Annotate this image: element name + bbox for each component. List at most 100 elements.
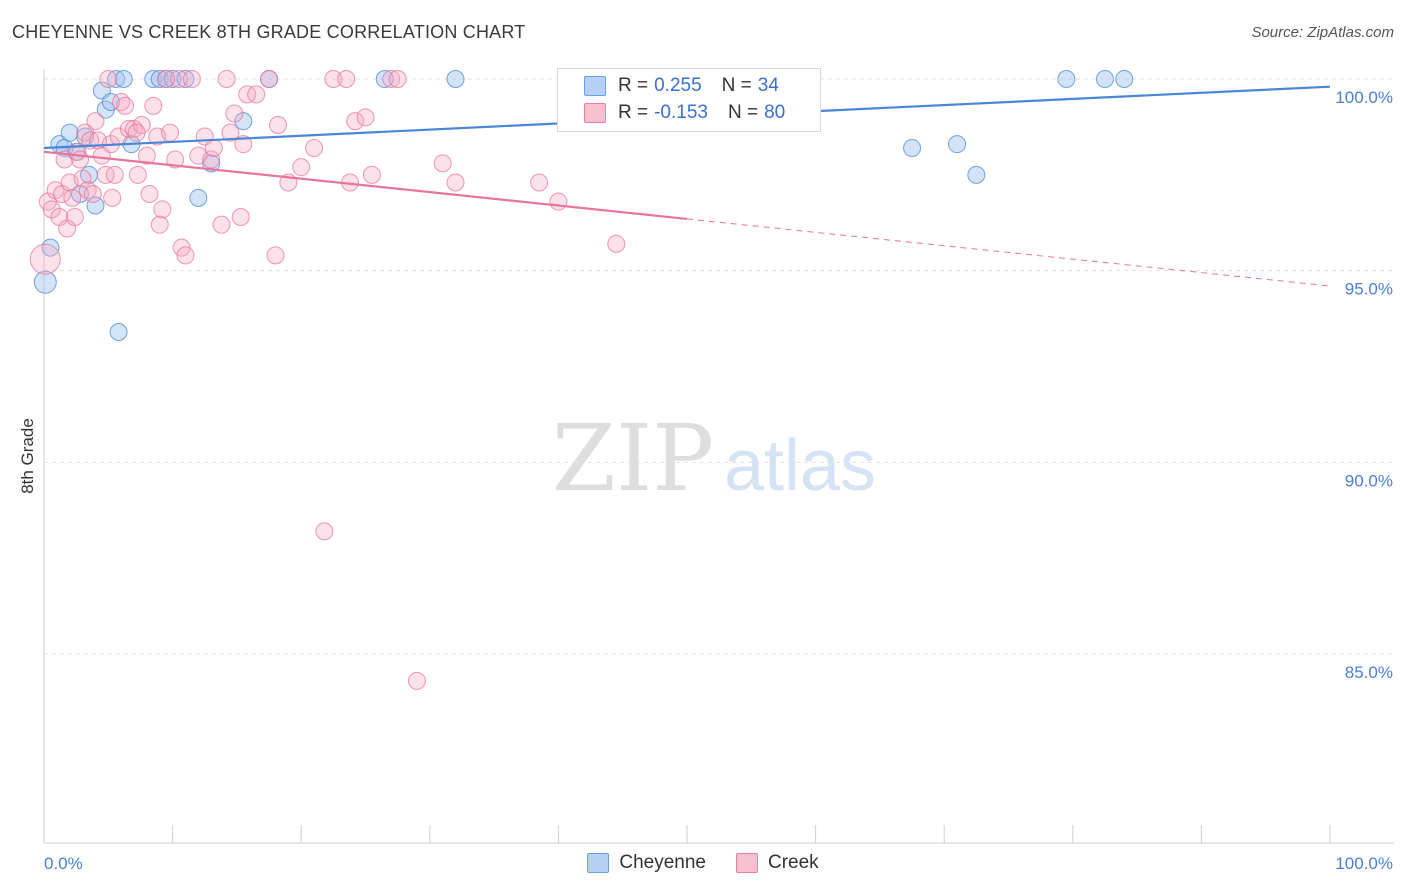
cheyenne-point (903, 138, 922, 157)
cheyenne-point (107, 70, 126, 88)
y-tick-label: 95.0% (1345, 280, 1393, 299)
creek-point (42, 200, 61, 219)
legend-item-cheyenne: Cheyenne (587, 852, 706, 874)
creek-point (128, 165, 147, 184)
creek-point (446, 173, 465, 192)
creek-point (337, 70, 356, 88)
creek-point (182, 70, 201, 88)
creek-point (105, 165, 124, 184)
creek-point (176, 246, 195, 265)
cheyenne-point (446, 70, 465, 88)
creek-point (96, 165, 115, 184)
creek-point (356, 108, 375, 127)
cheyenne-point (86, 196, 105, 215)
creek-point (99, 70, 118, 88)
cheyenne-point (1115, 70, 1134, 88)
cheyenne-point (60, 123, 79, 142)
creek-point (29, 243, 61, 275)
creek-point (157, 70, 176, 88)
creek-point (234, 135, 253, 154)
creek-point (315, 522, 334, 541)
creek-point (63, 188, 82, 207)
creek-trend-line (43, 150, 688, 221)
creek-point (607, 234, 626, 253)
n-value-creek: 80 (764, 102, 786, 123)
stats-legend: R = 0.255 N = 34 R = -0.153 N = 80 (557, 68, 821, 132)
creek-point (73, 169, 92, 188)
cheyenne-point (1095, 70, 1114, 88)
cheyenne-point (967, 165, 986, 184)
creek-point (83, 184, 102, 203)
x-tick-label: 100.0% (1335, 854, 1393, 873)
creek-point (217, 70, 236, 88)
cheyenne-point (109, 322, 128, 341)
cheyenne-point (176, 70, 195, 88)
legend-item-creek: Creek (735, 852, 819, 874)
legend-label-creek: Creek (767, 852, 819, 873)
creek-point (362, 165, 381, 184)
creek-point (231, 207, 250, 226)
creek-trend-line-projection (686, 218, 1331, 287)
creek-point (388, 70, 407, 88)
creek-point (137, 146, 156, 165)
creek-point (166, 150, 185, 169)
watermark-zip: ZIP (552, 405, 714, 512)
cheyenne-point (41, 238, 60, 257)
legend-swatch-creek (735, 853, 758, 873)
x-tick-label: 0.0% (44, 854, 83, 873)
legend-swatch-creek (584, 103, 606, 123)
creek-point (140, 184, 159, 203)
creek-point (170, 70, 189, 88)
creek-point (266, 246, 285, 265)
creek-point (204, 138, 223, 157)
cheyenne-point (234, 112, 253, 131)
n-label: N = (727, 102, 759, 123)
creek-point (150, 215, 169, 234)
creek-point (116, 96, 135, 115)
creek-point (238, 85, 257, 104)
source-label: Source: ZipAtlas.com (1251, 24, 1394, 41)
y-axis-title: 8th Grade (18, 418, 37, 494)
series-legend: Cheyenne Creek (0, 852, 1406, 874)
axes (43, 70, 1394, 844)
creek-point (153, 200, 172, 219)
creek-point (65, 207, 84, 226)
cheyenne-point (114, 70, 133, 88)
cheyenne-point (375, 70, 394, 88)
data-points (29, 70, 1134, 690)
creek-point (346, 112, 365, 131)
cheyenne-point (33, 270, 57, 294)
creek-point (212, 215, 231, 234)
creek-point (530, 173, 549, 192)
creek-point (225, 104, 244, 123)
creek-point (103, 188, 122, 207)
cheyenne-point (189, 188, 208, 207)
cheyenne-point (163, 70, 182, 88)
legend-row-creek: R = -0.153 N = 80 (584, 100, 785, 126)
creek-point (407, 671, 426, 690)
creek-point (71, 150, 90, 169)
legend-label-cheyenne: Cheyenne (619, 852, 706, 873)
creek-point (144, 96, 163, 115)
n-label: N = (721, 75, 752, 96)
creek-point (127, 123, 146, 142)
y-tick-label: 100.0% (1335, 88, 1393, 107)
creek-point (324, 70, 343, 88)
creek-point (433, 154, 452, 173)
watermark-atlas: atlas (724, 426, 876, 506)
legend-swatch-cheyenne (587, 853, 610, 873)
r-value-creek: -0.153 (654, 102, 708, 123)
creek-point (86, 112, 105, 131)
y-tick-label: 90.0% (1345, 471, 1393, 490)
y-tick-label: 85.0% (1345, 663, 1393, 682)
legend-row-cheyenne: R = 0.255 N = 34 (584, 73, 779, 99)
creek-point (269, 115, 288, 134)
creek-point (549, 192, 568, 211)
r-label: R = (618, 75, 649, 96)
n-value-cheyenne: 34 (757, 75, 779, 96)
creek-point (292, 158, 311, 177)
creek-point (161, 123, 180, 142)
watermark: ZIP atlas (552, 405, 876, 512)
r-value-cheyenne: 0.255 (654, 75, 702, 96)
